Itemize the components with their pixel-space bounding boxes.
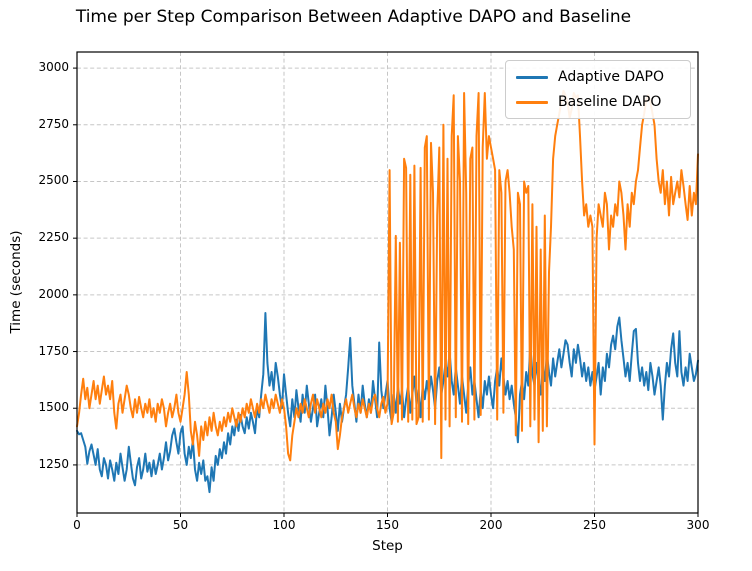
x-tick-label: 200 [479, 518, 503, 532]
x-tick-label: 0 [73, 518, 81, 532]
legend-line-swatch-adaptive-dapo [516, 75, 548, 79]
legend-line-swatch-baseline-dapo [516, 100, 548, 104]
legend-label-baseline-dapo: Baseline DAPO [558, 94, 662, 110]
y-tick-label: 2250 [38, 230, 69, 245]
y-tick-label: 1500 [38, 400, 69, 415]
y-tick-label: 3000 [38, 60, 69, 75]
y-tick-label: 2750 [38, 116, 69, 131]
y-tick-label: 2500 [38, 173, 69, 188]
legend: Adaptive DAPO Baseline DAPO [505, 60, 691, 119]
legend-item-baseline-dapo: Baseline DAPO [516, 94, 680, 110]
y-axis-label: Time (seconds) [8, 230, 24, 334]
x-tick-label: 300 [686, 518, 710, 532]
x-tick-label: 100 [272, 518, 296, 532]
legend-item-adaptive-dapo: Adaptive DAPO [516, 69, 680, 85]
x-tick-label: 50 [172, 518, 189, 532]
y-tick-label: 2000 [38, 286, 69, 301]
series-line-baseline-dapo [76, 89, 699, 462]
legend-label-adaptive-dapo: Adaptive DAPO [558, 69, 664, 85]
x-tick-label: 150 [376, 518, 399, 532]
y-tick-label: 1250 [38, 456, 69, 471]
chart-title: Time per Step Comparison Between Adaptiv… [75, 7, 632, 27]
x-tick-label: 250 [583, 518, 606, 532]
x-axis-label: Step [372, 538, 403, 554]
y-tick-label: 1750 [38, 343, 69, 358]
